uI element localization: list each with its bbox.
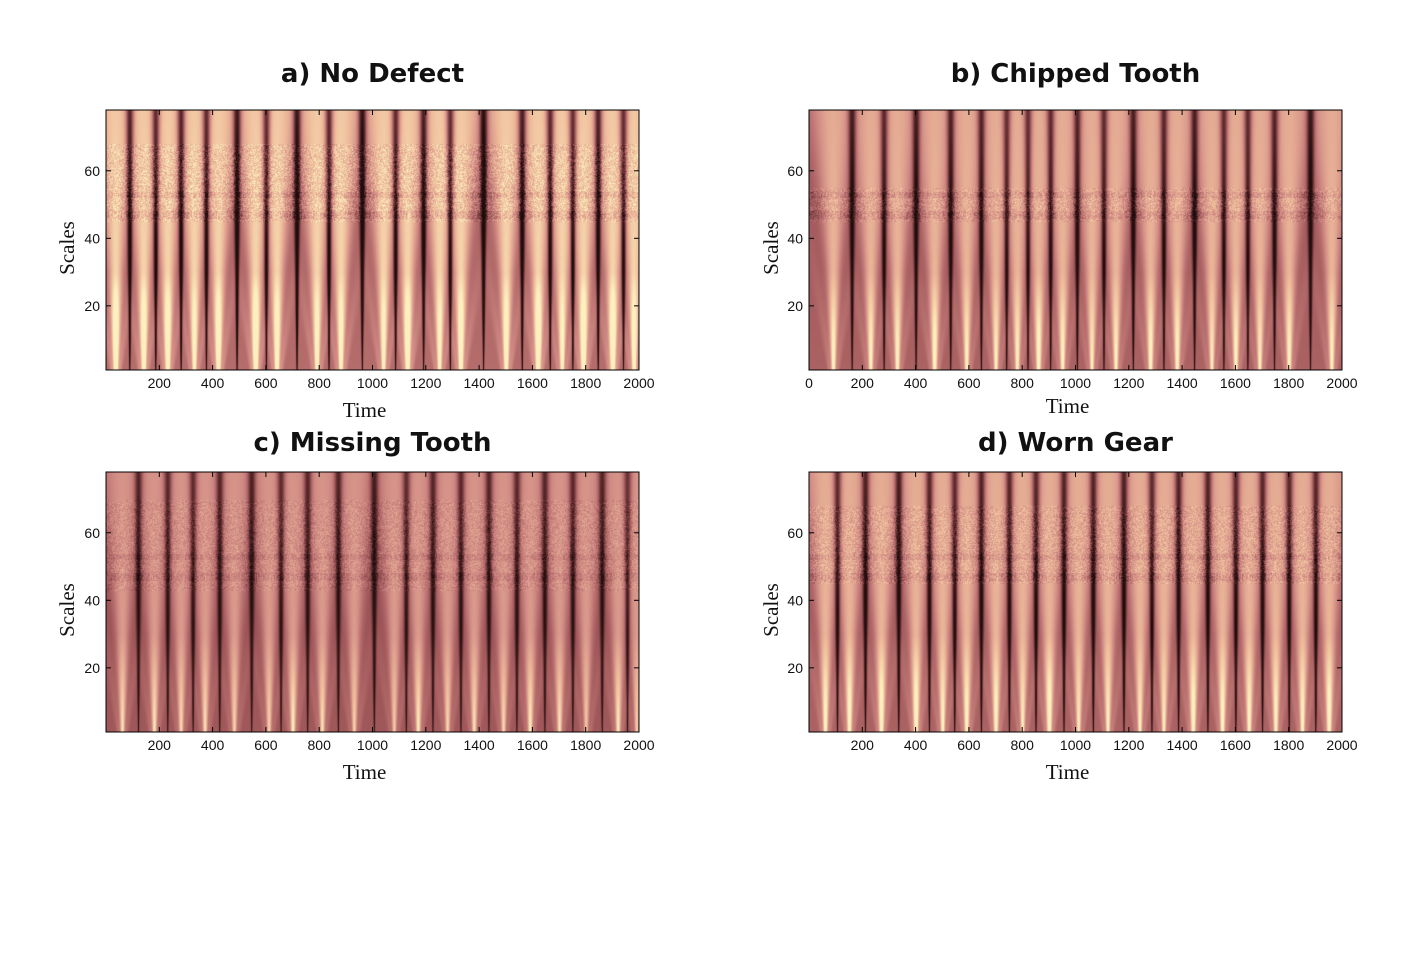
panel-title: b) Chipped Tooth [951, 59, 1201, 89]
x-tick-label: 200 [851, 737, 875, 753]
y-axis-label: Scales [759, 583, 783, 637]
y-tick-label: 40 [84, 592, 100, 608]
panel-a: a) No Defect 200 400 600 800 1000 1200 1400 1600… [55, 59, 655, 422]
x-tick-label: 2000 [1326, 375, 1357, 391]
y-tick-label: 60 [84, 163, 100, 179]
x-tick-label: 1200 [1113, 375, 1144, 391]
x-tick-label: 1200 [1113, 737, 1144, 753]
x-tick-label: 400 [201, 375, 225, 391]
x-tick-label: 1600 [1220, 737, 1251, 753]
y-tick-label: 40 [787, 592, 803, 608]
x-tick-label: 1200 [410, 737, 441, 753]
x-tick-label: 1000 [1060, 737, 1091, 753]
x-tick-label: 600 [957, 375, 981, 391]
x-tick-label: 1400 [464, 375, 495, 391]
x-tick-label: 0 [805, 375, 813, 391]
y-axis-label: Scales [55, 583, 79, 637]
y-tick-label: 40 [787, 230, 803, 246]
x-tick-label: 1800 [570, 737, 601, 753]
x-tick-label: 800 [308, 375, 332, 391]
x-tick-label: 1200 [410, 375, 441, 391]
x-tick-label: 400 [904, 375, 928, 391]
x-tick-label: 1600 [517, 737, 548, 753]
x-tick-label: 600 [254, 375, 278, 391]
x-tick-label: 1000 [1060, 375, 1091, 391]
x-tick-label: 2000 [1326, 737, 1357, 753]
x-axis-label: Time [1046, 760, 1090, 784]
y-axis-label: Scales [759, 221, 783, 275]
x-tick-label: 800 [308, 737, 332, 753]
x-tick-label: 400 [201, 737, 225, 753]
x-tick-label: 1600 [1220, 375, 1251, 391]
x-tick-label: 1800 [1273, 375, 1304, 391]
x-tick-label: 200 [148, 737, 172, 753]
y-tick-label: 60 [84, 525, 100, 541]
x-tick-label: 1400 [1167, 375, 1198, 391]
y-tick-label: 20 [84, 660, 100, 676]
x-tick-label: 400 [904, 737, 928, 753]
scalogram-image [106, 472, 639, 732]
x-axis-label: Time [343, 760, 387, 784]
panel-title: c) Missing Tooth [253, 428, 491, 458]
x-tick-label: 800 [1011, 737, 1035, 753]
panel-b: b) Chipped Tooth 0 200 400 600 800 1000 1200 140… [759, 59, 1358, 418]
x-tick-label: 600 [957, 737, 981, 753]
x-tick-label: 600 [254, 737, 278, 753]
x-tick-label: 1800 [1273, 737, 1304, 753]
x-tick-label: 1600 [517, 375, 548, 391]
y-tick-label: 60 [787, 525, 803, 541]
x-tick-label: 800 [1011, 375, 1035, 391]
x-tick-label: 1400 [1167, 737, 1198, 753]
scalogram-image [809, 472, 1342, 732]
x-axis-label: Time [343, 398, 387, 422]
panel-c: c) Missing Tooth 200 400 600 800 1000 1200 1400… [55, 428, 655, 784]
y-tick-label: 20 [787, 660, 803, 676]
scalogram-image [809, 110, 1342, 370]
y-tick-label: 20 [787, 298, 803, 314]
x-tick-label: 200 [148, 375, 172, 391]
panel-title: d) Worn Gear [978, 428, 1173, 458]
x-axis-label: Time [1046, 394, 1090, 418]
x-tick-label: 1000 [357, 375, 388, 391]
panel-title: a) No Defect [281, 59, 464, 89]
x-tick-label: 1000 [357, 737, 388, 753]
panel-d: d) Worn Gear 200 400 600 800 1000 1200 1400 1600… [759, 428, 1358, 784]
x-tick-label: 1800 [570, 375, 601, 391]
y-axis-label: Scales [55, 221, 79, 275]
scalogram-image [106, 110, 639, 370]
x-tick-label: 1400 [464, 737, 495, 753]
y-tick-label: 40 [84, 230, 100, 246]
x-tick-label: 2000 [623, 737, 654, 753]
x-tick-label: 200 [851, 375, 875, 391]
y-tick-label: 20 [84, 298, 100, 314]
y-tick-label: 60 [787, 163, 803, 179]
x-tick-label: 2000 [623, 375, 654, 391]
